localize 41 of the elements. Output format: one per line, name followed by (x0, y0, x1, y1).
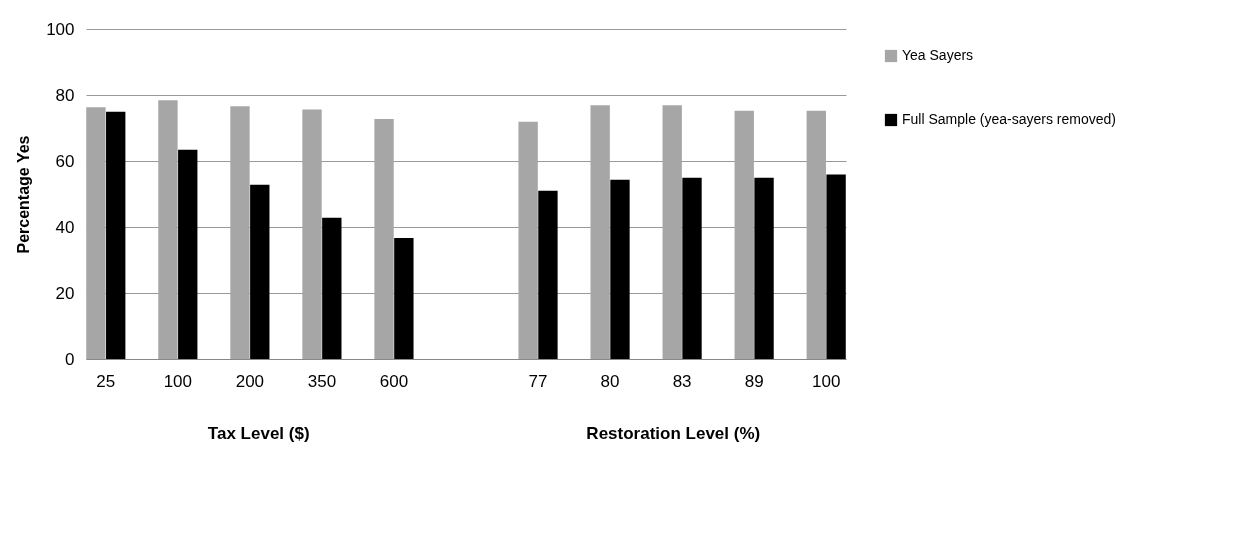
bar (754, 177, 774, 359)
x-tick-label: 25 (96, 371, 116, 391)
bar (322, 217, 342, 359)
x-tick-label: 600 (379, 371, 409, 391)
bar (250, 184, 270, 359)
bar (394, 237, 414, 359)
bar (178, 149, 198, 359)
bar (230, 106, 250, 359)
y-tick-label: 20 (55, 283, 75, 303)
bar (682, 177, 702, 359)
bar (590, 105, 610, 359)
x-tick-label: 77 (528, 371, 548, 391)
bar (662, 105, 682, 359)
y-tick-label: 80 (55, 85, 75, 105)
bar (734, 110, 754, 359)
y-tick-label: 60 (55, 151, 75, 171)
bar (374, 119, 394, 359)
x-tick-label: 200 (235, 371, 265, 391)
legend-label: Full Sample (yea-sayers removed) (902, 111, 1116, 127)
y-tick-label: 40 (55, 217, 75, 237)
x-tick-label: 89 (744, 371, 764, 391)
y-tick-label: 100 (46, 19, 75, 39)
text: Restoration Level (%) (586, 424, 761, 443)
x-tick-label: 83 (672, 371, 692, 391)
y-tick-label: 0 (65, 349, 75, 369)
x-tick-label: 350 (307, 371, 337, 391)
bar (538, 190, 558, 359)
x-tick-label: 100 (812, 371, 841, 391)
x-tick-label: 80 (600, 371, 620, 391)
bar (518, 121, 538, 359)
bar (86, 107, 106, 359)
bar (610, 179, 630, 359)
bar (826, 174, 846, 359)
text: Tax Level ($) (207, 424, 310, 443)
bar (158, 100, 178, 359)
legend-label: Yea Sayers (902, 47, 974, 63)
bar (806, 110, 826, 359)
x-tick-label: 100 (163, 371, 193, 391)
bar (106, 111, 126, 359)
bar (302, 109, 322, 359)
y-axis-title: Percentage Yes (15, 135, 33, 254)
